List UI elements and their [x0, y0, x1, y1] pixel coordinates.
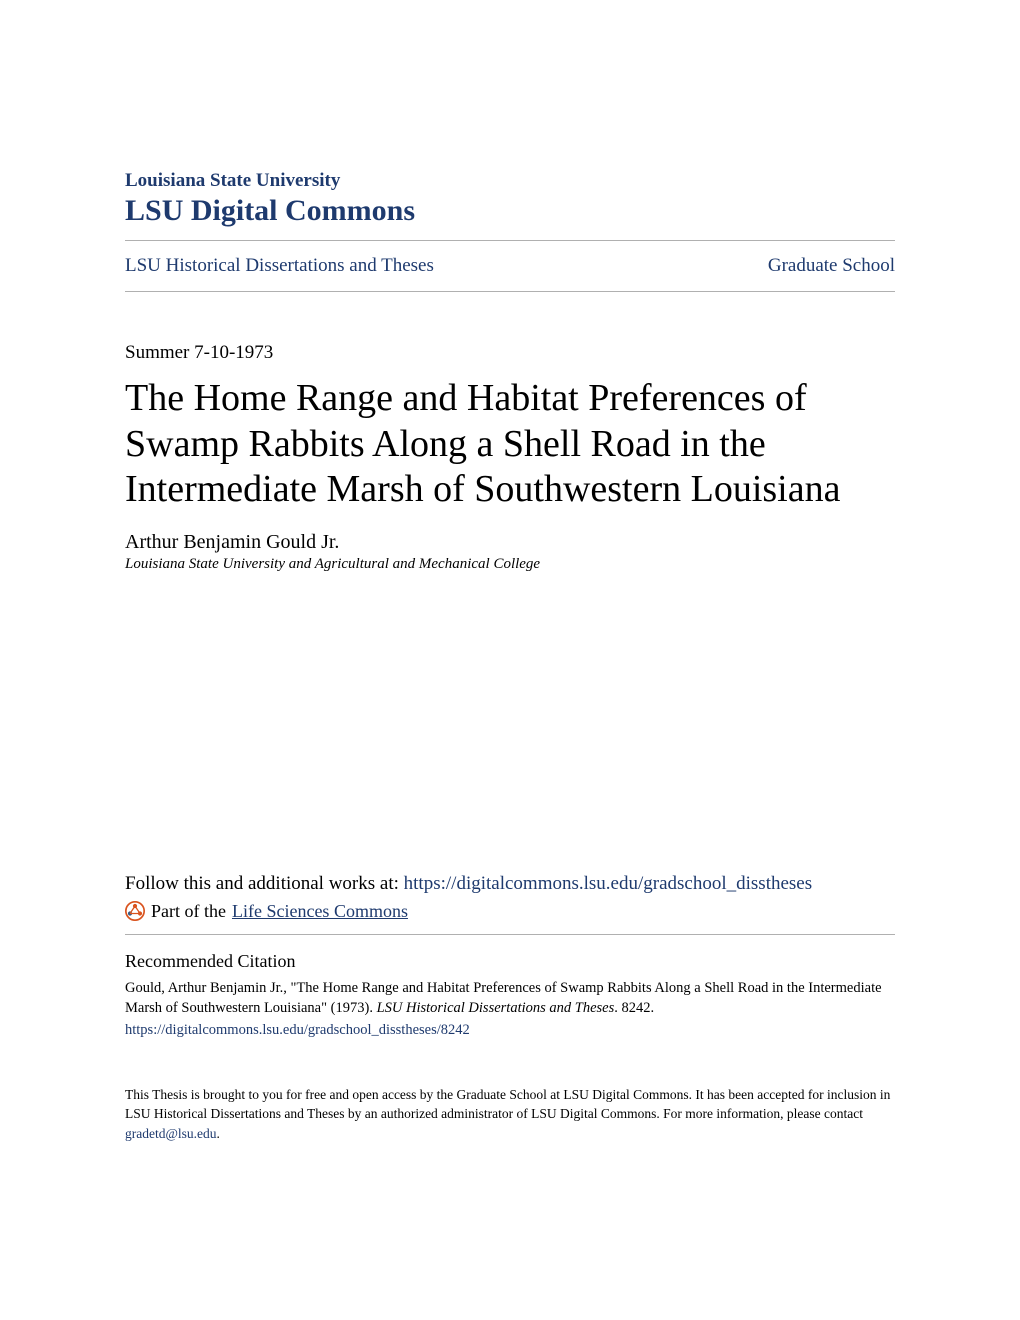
header-block: Louisiana State University LSU Digital C… [125, 170, 895, 228]
document-title: The Home Range and Habitat Preferences o… [125, 376, 895, 513]
footer-part1: This Thesis is brought to you for free a… [125, 1087, 890, 1122]
divider-citation [125, 934, 895, 935]
citation-text: Gould, Arthur Benjamin Jr., "The Home Ra… [125, 978, 895, 1041]
citation-link[interactable]: https://digitalcommons.lsu.edu/gradschoo… [125, 1020, 895, 1040]
citation-series: LSU Historical Dissertations and Theses [377, 1000, 615, 1016]
divider-top [125, 240, 895, 241]
follow-prefix: Follow this and additional works at: [125, 873, 404, 894]
footer-text: This Thesis is brought to you for free a… [125, 1085, 895, 1144]
citation-part2: . 8242. [614, 1000, 654, 1016]
author-name[interactable]: Arthur Benjamin Gould Jr. [125, 531, 895, 554]
author-affiliation: Louisiana State University and Agricultu… [125, 556, 895, 573]
spacer [125, 573, 895, 873]
publication-date: Summer 7-10-1973 [125, 342, 895, 364]
breadcrumb-row: LSU Historical Dissertations and Theses … [125, 255, 895, 277]
part-of-line: Part of the Life Sciences Commons [125, 901, 895, 922]
divider-breadcrumb [125, 291, 895, 292]
commons-link[interactable]: Life Sciences Commons [232, 901, 408, 922]
university-name: Louisiana State University [125, 170, 895, 192]
school-link[interactable]: Graduate School [768, 255, 895, 277]
part-of-prefix: Part of the [151, 901, 226, 922]
follow-line: Follow this and additional works at: htt… [125, 873, 895, 895]
repository-name[interactable]: LSU Digital Commons [125, 194, 895, 228]
citation-heading: Recommended Citation [125, 951, 895, 972]
collection-link[interactable]: LSU Historical Dissertations and Theses [125, 255, 434, 277]
follow-url-link[interactable]: https://digitalcommons.lsu.edu/gradschoo… [404, 873, 812, 894]
contact-email-link[interactable]: gradetd@lsu.edu [125, 1126, 217, 1141]
network-icon [125, 901, 145, 921]
footer-part2: . [217, 1126, 220, 1141]
